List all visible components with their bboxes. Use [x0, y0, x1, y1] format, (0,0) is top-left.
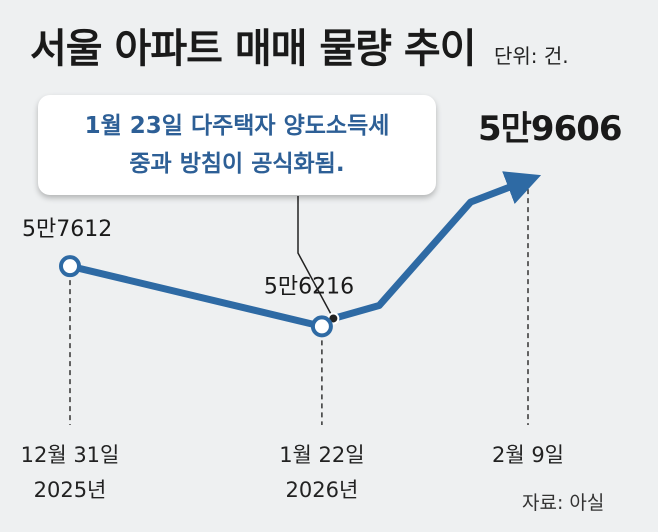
- value-label: 5만7612: [22, 217, 112, 242]
- x-tick-label: 12월 31일: [21, 443, 120, 467]
- annotation-leader-line: [297, 196, 335, 319]
- data-point: [59, 255, 81, 278]
- value-label: 5만6216: [264, 274, 354, 299]
- x-tick-label: 1월 22일: [279, 443, 364, 467]
- series-line: [69, 171, 542, 330]
- data-point: [310, 315, 333, 338]
- annotation-line-1: 1월 23일 다주택자 양도소득세: [84, 113, 390, 139]
- value-label: 5만9606: [478, 109, 622, 149]
- x-tick-label: 2026년: [286, 478, 359, 502]
- x-tick-label: 2월 9일: [492, 443, 564, 467]
- unit-label: 단위: 건.: [494, 44, 569, 68]
- annotation-line-2: 중과 방침이 공식화됨.: [129, 151, 345, 177]
- annotation-callout: 1월 23일 다주택자 양도소득세 중과 방침이 공식화됨.: [38, 95, 436, 195]
- source-label: 자료: 아실: [522, 492, 605, 514]
- chart-title: 서울 아파트 매매 물량 추이: [30, 26, 477, 72]
- x-tick-label: 2025년: [34, 478, 107, 502]
